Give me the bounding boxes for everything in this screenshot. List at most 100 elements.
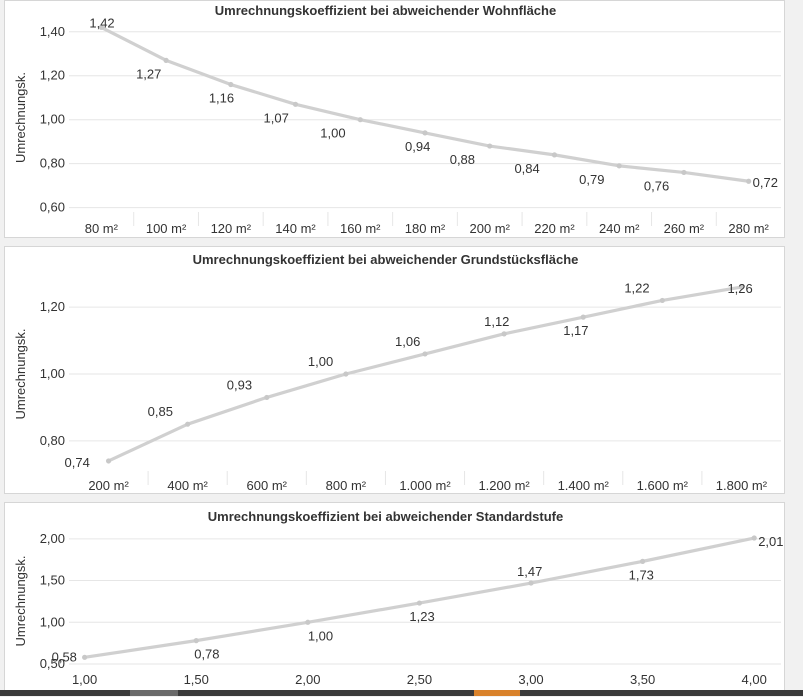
chart-wohnflaeche: Umrechnungskoeffizient bei abweichender …: [13, 3, 781, 236]
chart-title: Umrechnungskoeffizient bei abweichender …: [193, 252, 579, 267]
y-tick-label: 1,20: [40, 299, 65, 314]
y-tick-label: 0,50: [40, 656, 65, 671]
chart-title: Umrechnungskoeffizient bei abweichender …: [215, 3, 556, 18]
x-tick-label: 400 m²: [167, 478, 208, 493]
y-tick-label: 0,60: [40, 200, 65, 215]
data-label: 1,26: [727, 281, 752, 296]
y-axis-label: Umrechnungsk.: [13, 72, 28, 163]
x-tick-label: 80 m²: [85, 221, 119, 236]
x-tick-label: 220 m²: [534, 221, 575, 236]
y-tick-label: 0,80: [40, 156, 65, 171]
data-label: 2,01: [758, 534, 783, 549]
data-point: [422, 130, 428, 136]
taskbar-item[interactable]: [130, 690, 178, 696]
x-tick-label: 140 m²: [275, 221, 316, 236]
data-point: [228, 81, 234, 88]
data-point: [98, 24, 104, 30]
x-tick-label: 1.600 m²: [637, 478, 689, 493]
chart-grundstuecksflaeche: Umrechnungskoeffizient bei abweichender …: [13, 252, 781, 493]
data-point: [292, 101, 299, 107]
data-label: 1,42: [89, 15, 114, 30]
data-point: [616, 163, 622, 169]
chart-standardstufe: Umrechnungskoeffizient bei abweichender …: [13, 509, 784, 687]
data-point: [193, 638, 199, 644]
data-point: [105, 458, 112, 464]
data-point: [751, 535, 757, 541]
data-point: [746, 178, 752, 184]
x-tick-label: 160 m²: [340, 221, 381, 236]
data-label: 0,76: [644, 178, 669, 193]
chart-panel-grundstuecksflaeche: Umrechnungskoeffizient bei abweichender …: [4, 246, 785, 494]
x-tick-label: 260 m²: [664, 221, 705, 236]
data-label: 0,94: [405, 139, 430, 154]
x-tick-label: 2,00: [295, 672, 320, 687]
x-tick-label: 200 m²: [88, 478, 129, 493]
x-tick-label: 200 m²: [469, 221, 510, 236]
x-tick-label: 4,00: [742, 672, 767, 687]
data-point: [501, 331, 507, 337]
x-tick-label: 100 m²: [146, 221, 187, 236]
taskbar-strip: [0, 690, 803, 696]
data-point: [82, 654, 88, 660]
data-label: 0,58: [52, 649, 77, 664]
data-label: 1,22: [624, 280, 649, 295]
x-tick-label: 1.000 m²: [399, 478, 451, 493]
data-point: [580, 314, 586, 320]
series-line: [84, 536, 755, 659]
data-point: [343, 371, 349, 377]
data-point: [264, 394, 270, 401]
chart-title: Umrechnungskoeffizient bei abweichender …: [208, 509, 563, 524]
data-point: [357, 117, 363, 123]
x-tick-label: 180 m²: [405, 221, 446, 236]
series-line: [100, 25, 749, 183]
x-tick-label: 1,50: [184, 672, 209, 687]
data-point: [551, 152, 558, 158]
data-label: 0,79: [579, 172, 604, 187]
data-label: 0,78: [194, 647, 219, 662]
y-tick-label: 1,00: [40, 112, 65, 127]
y-axis-label: Umrechnungsk.: [13, 328, 28, 419]
data-point: [305, 619, 311, 625]
y-tick-label: 1,00: [40, 366, 65, 381]
y-tick-label: 1,20: [40, 68, 65, 83]
data-point: [738, 284, 745, 290]
data-label: 1,00: [308, 354, 333, 369]
data-point: [659, 297, 665, 304]
data-label: 1,06: [395, 334, 420, 349]
data-label: 0,93: [227, 377, 252, 392]
data-point: [416, 600, 423, 606]
data-label: 1,73: [629, 567, 654, 582]
taskbar-item-active[interactable]: [474, 690, 520, 696]
data-point: [681, 169, 687, 176]
data-label: 1,07: [264, 110, 289, 125]
x-tick-label: 280 m²: [728, 221, 769, 236]
data-label: 0,74: [65, 455, 90, 470]
y-tick-label: 1,00: [40, 614, 65, 629]
x-tick-label: 1,00: [72, 672, 97, 687]
data-point: [640, 558, 646, 564]
x-tick-label: 1.200 m²: [478, 478, 530, 493]
data-label: 1,17: [563, 323, 588, 338]
y-tick-label: 1,40: [40, 24, 65, 39]
data-label: 1,00: [320, 126, 345, 141]
x-tick-label: 3,00: [518, 672, 543, 687]
y-axis-label: Umrechnungsk.: [13, 555, 28, 646]
data-label: 1,23: [409, 609, 434, 624]
data-label: 0,85: [148, 404, 173, 419]
x-tick-label: 800 m²: [326, 478, 367, 493]
y-tick-label: 0,80: [40, 433, 65, 448]
data-point: [487, 143, 493, 149]
data-label: 1,12: [484, 314, 509, 329]
y-tick-label: 1,50: [40, 573, 65, 588]
x-tick-label: 600 m²: [247, 478, 288, 493]
x-tick-label: 240 m²: [599, 221, 640, 236]
data-label: 1,27: [136, 66, 161, 81]
data-label: 0,84: [514, 161, 539, 176]
x-tick-label: 1.800 m²: [716, 478, 768, 493]
chart-panel-wohnflaeche: Umrechnungskoeffizient bei abweichender …: [4, 0, 785, 238]
data-label: 1,16: [209, 91, 234, 106]
data-label: 0,72: [753, 175, 778, 190]
data-point: [528, 580, 534, 586]
data-point: [185, 421, 191, 427]
x-tick-label: 120 m²: [211, 221, 252, 236]
